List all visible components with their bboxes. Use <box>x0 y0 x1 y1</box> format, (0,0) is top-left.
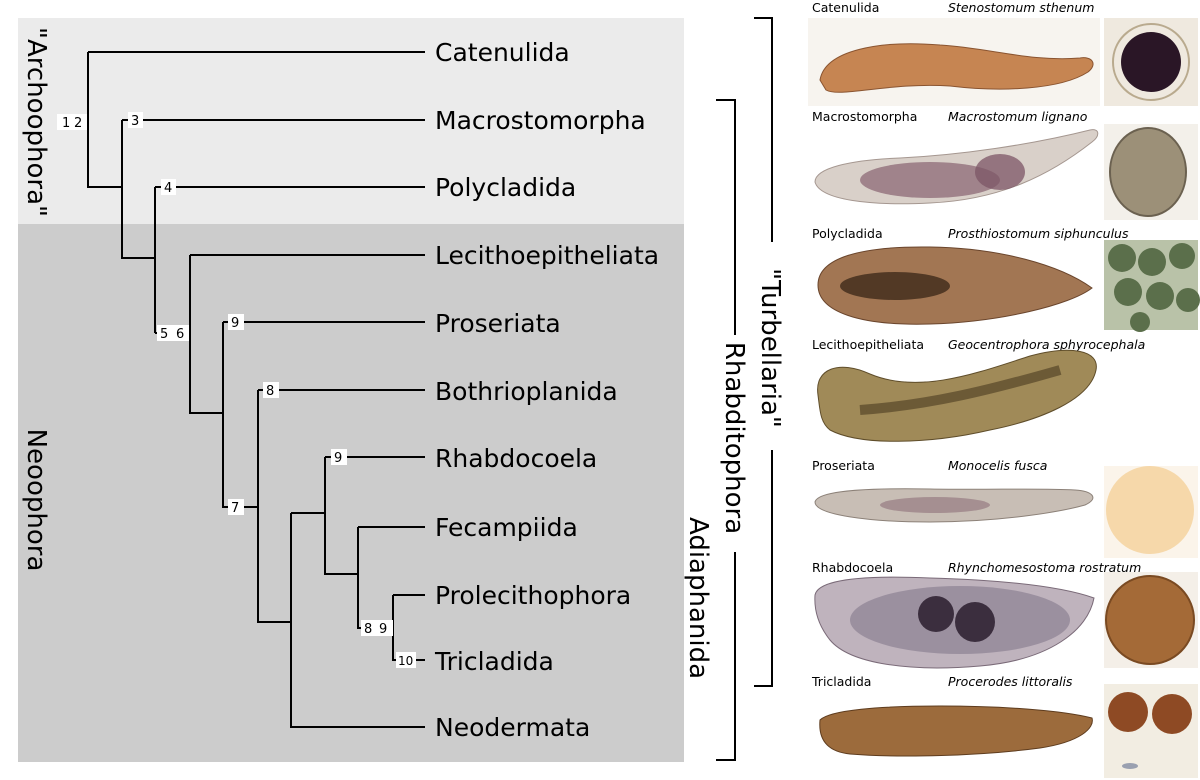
photo-species-4: Monocelis fusca <box>948 458 1047 473</box>
archoophora-label: "Archoophora" <box>21 27 51 217</box>
photo-species-0: Stenostomum sthenum <box>948 0 1094 15</box>
photo-species-1: Macrostomum lignano <box>948 109 1088 124</box>
taxon-bothrioplanida: Bothrioplanida <box>435 377 618 406</box>
node-label-6: 6 <box>176 327 184 342</box>
photo-order-2: Polycladida <box>812 226 883 241</box>
adiaphanida-label: Adiaphanida <box>683 517 713 679</box>
branch-nodeB <box>257 390 291 623</box>
node-label-7: 7 <box>231 501 239 516</box>
node-label-9b: 9 <box>334 451 342 466</box>
photo-species-6: Procerodes littoralis <box>948 674 1073 689</box>
branch-nodeD <box>324 457 358 575</box>
branch-nodeC <box>290 513 425 728</box>
taxon-proseriata: Proseriata <box>435 309 561 338</box>
taxon-catenulida: Catenulida <box>435 38 570 67</box>
group-brackets <box>716 17 773 761</box>
specimen-tricladida <box>819 705 1093 757</box>
node-label-9c: 9 <box>379 622 387 637</box>
node-label-1: 1 <box>62 116 70 131</box>
photo-order-6: Tricladida <box>811 674 871 689</box>
taxon-rhabdocoela: Rhabdocoela <box>435 444 597 473</box>
specimen-polycladida <box>817 246 1093 325</box>
photo-order-4: Proseriata <box>812 458 875 473</box>
taxon-macrostomorpha: Macrostomorpha <box>435 106 646 135</box>
taxon-neodermata: Neodermata <box>435 713 590 742</box>
taxon-fecampiida: Fecampiida <box>435 513 578 542</box>
node-label-9a: 9 <box>231 316 239 331</box>
specimen-catenulida <box>819 43 1094 93</box>
egg-proseriata <box>1106 466 1194 554</box>
taxon-tricladida: Tricladida <box>434 647 554 676</box>
node-label-5: 5 <box>160 327 168 342</box>
node-label-10: 10 <box>398 654 413 668</box>
node-label-8a: 8 <box>266 384 274 399</box>
rhabditophora-bracket-lower <box>716 552 736 761</box>
node-labels: 1 2 3 4 5 6 9 8 7 9 8 9 10 <box>57 112 416 668</box>
branch-node56 <box>189 255 223 414</box>
rhabditophora-label: Rhabditophora <box>719 342 749 534</box>
photo-species-5: Rhynchomesostoma rostratum <box>948 560 1141 575</box>
node-label-2: 2 <box>74 116 82 131</box>
branch-nodeA <box>222 322 258 508</box>
photo-order-0: Catenulida <box>812 0 879 15</box>
egg-tricladida <box>1108 692 1148 732</box>
taxon-prolecithophora: Prolecithophora <box>435 581 631 610</box>
turbellaria-bracket-lower <box>754 450 773 687</box>
specimen-panel: Catenulida Stenostomum sthenum Macrostom… <box>808 0 1200 778</box>
neoophora-label: Neoophora <box>21 429 51 572</box>
photo-species-3: Geocentrophora sphyrocephala <box>948 337 1145 352</box>
photo-order-1: Macrostomorpha <box>812 109 917 124</box>
branch-node3 <box>121 120 155 259</box>
neoophora-panel <box>18 224 684 762</box>
node-label-4: 4 <box>164 181 172 196</box>
taxon-polycladida: Polycladida <box>435 173 576 202</box>
photo-order-5: Rhabdocoela <box>812 560 893 575</box>
photo-species-2: Prosthiostomum siphunculus <box>948 226 1129 241</box>
taxon-labels: Catenulida Macrostomorpha Polycladida Le… <box>434 38 659 742</box>
node-label-8b: 8 <box>364 622 372 637</box>
photo-order-3: Lecithoepitheliata <box>812 337 924 352</box>
egg-rhabdocoela <box>1105 575 1195 665</box>
egg-catenulida <box>1112 23 1190 101</box>
egg-macrostomorpha <box>1109 127 1187 217</box>
turbellaria-bracket <box>754 17 773 242</box>
rhabditophora-bracket <box>716 99 736 335</box>
node-label-3: 3 <box>131 114 139 129</box>
branch-root <box>87 52 122 188</box>
turbellaria-label: "Turbellaria" <box>755 268 785 428</box>
taxon-lecithoepitheliata: Lecithoepitheliata <box>435 241 659 270</box>
